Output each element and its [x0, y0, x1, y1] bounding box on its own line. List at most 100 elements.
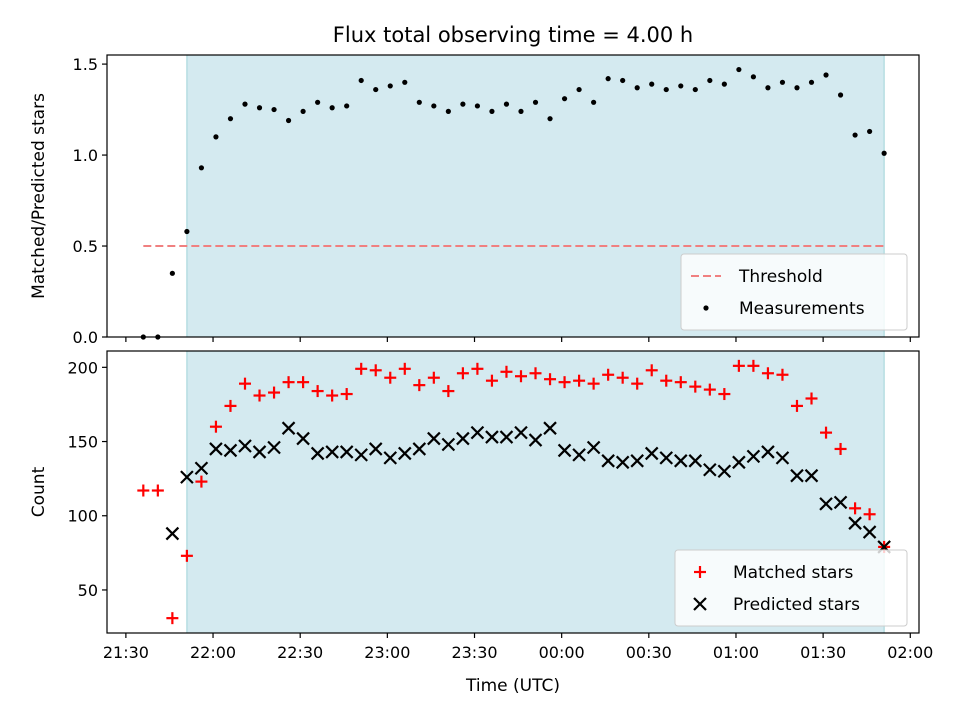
measurements-point [387, 83, 393, 89]
x-tick-label: 01:00 [713, 643, 759, 662]
y-tick-label: 150 [67, 433, 98, 452]
matched-stars-point [863, 508, 876, 521]
predicted-stars-point [252, 445, 267, 459]
legend-label-predicted-stars: Predicted stars [733, 595, 860, 615]
measurements-point [794, 85, 800, 91]
y-tick-label: 0.0 [73, 328, 98, 347]
measurements-point [227, 116, 234, 122]
predicted-stars-point [790, 468, 804, 483]
x-stroke [601, 454, 615, 468]
x-stroke [659, 451, 674, 465]
predicted-stars-point [412, 442, 427, 456]
x-stroke [238, 439, 252, 453]
measurements-point [852, 132, 858, 138]
x-stroke [427, 431, 441, 446]
predicted-stars-point [804, 468, 819, 483]
matched-stars-point [689, 380, 702, 393]
predicted-stars-point [354, 448, 368, 462]
matched-stars-point [195, 475, 208, 488]
measurements-point [460, 101, 466, 107]
measurements-point [518, 108, 524, 114]
measurements-point [489, 108, 495, 114]
x-stroke [746, 449, 761, 464]
matched-stars-legend-key [694, 566, 706, 578]
predicted-stars-point [761, 445, 775, 459]
matched-stars-point [674, 376, 687, 389]
matched-stars-point [166, 612, 179, 625]
x-stroke [790, 468, 804, 483]
matched-stars-point [660, 374, 673, 387]
y-tick-label: 200 [67, 358, 98, 377]
x-stroke [470, 425, 485, 440]
measurements-point [402, 79, 408, 85]
measurements-point [315, 99, 321, 105]
predicted-stars-point [427, 431, 441, 446]
predicted-stars-point [586, 440, 601, 455]
measurements-point [867, 128, 873, 135]
x-stroke [209, 442, 223, 456]
x-tick-label: 02:00 [887, 643, 933, 662]
predicted-stars-point [644, 446, 659, 461]
x-stroke [819, 497, 833, 511]
measurements-point [576, 86, 582, 93]
matched-stars-point [790, 399, 803, 412]
x-stroke [761, 445, 775, 459]
matched-stars-point [268, 386, 281, 399]
measurements-point [474, 103, 481, 109]
matched-stars-point [573, 374, 586, 387]
matched-stars-point [631, 377, 644, 390]
y-tick-label: 0.5 [73, 237, 98, 256]
predicted-stars-point [383, 451, 398, 465]
predicted-stars-point [180, 470, 194, 484]
matched-stars-point [238, 377, 251, 390]
x-stroke [223, 443, 238, 458]
matched-stars-point [311, 385, 324, 398]
measurements-point [765, 85, 771, 91]
predicted-stars-point [833, 495, 848, 510]
measurements-point [823, 72, 829, 78]
x-stroke [412, 442, 427, 456]
y-tick-label: 50 [78, 581, 98, 600]
x-stroke [586, 440, 601, 455]
y-tick-label: 100 [67, 507, 98, 526]
x-stroke [194, 461, 209, 476]
matched-stars-point [456, 367, 469, 380]
matched-stars-point [761, 367, 774, 380]
x-stroke [281, 421, 296, 435]
y-tick-label: 1.5 [73, 55, 98, 74]
x-tick-label: 22:30 [277, 643, 323, 662]
legend-label-matched-stars: Matched stars [733, 563, 853, 583]
measurements-point [779, 79, 786, 85]
measurements-point [358, 77, 364, 84]
predicted-stars-point [514, 425, 528, 440]
measurements-point [271, 106, 277, 113]
legend-label-measurements: Measurements [739, 299, 865, 319]
x-tick-label: 22:00 [190, 643, 236, 662]
measurements-point [591, 99, 597, 105]
x-stroke [543, 421, 557, 435]
predicted-stars-point [485, 430, 499, 444]
predicted-stars-point [339, 445, 354, 459]
x-stroke [862, 525, 877, 539]
predicted-stars-point [688, 454, 703, 468]
predicted-stars-point [673, 454, 688, 468]
matched-stars-point [529, 367, 542, 380]
x-stroke [499, 430, 514, 444]
measurements-point [547, 116, 553, 122]
matched-stars-point [180, 549, 193, 562]
x-stroke [673, 454, 688, 468]
matched-stars-point [587, 377, 600, 390]
measurements-point [285, 117, 292, 124]
predicted-stars-point [703, 462, 717, 477]
measurements-point [256, 105, 263, 111]
x-stroke [267, 440, 281, 455]
x-stroke [703, 462, 717, 477]
matched-stars-point [442, 385, 455, 398]
measurements-point [300, 108, 306, 114]
x-stroke [572, 448, 586, 462]
predicted-stars-point [528, 433, 543, 447]
matched-stars-point [340, 388, 353, 401]
measurements-legend-key [703, 305, 709, 311]
x-stroke [252, 445, 267, 459]
predicted-stars-point [398, 446, 412, 461]
